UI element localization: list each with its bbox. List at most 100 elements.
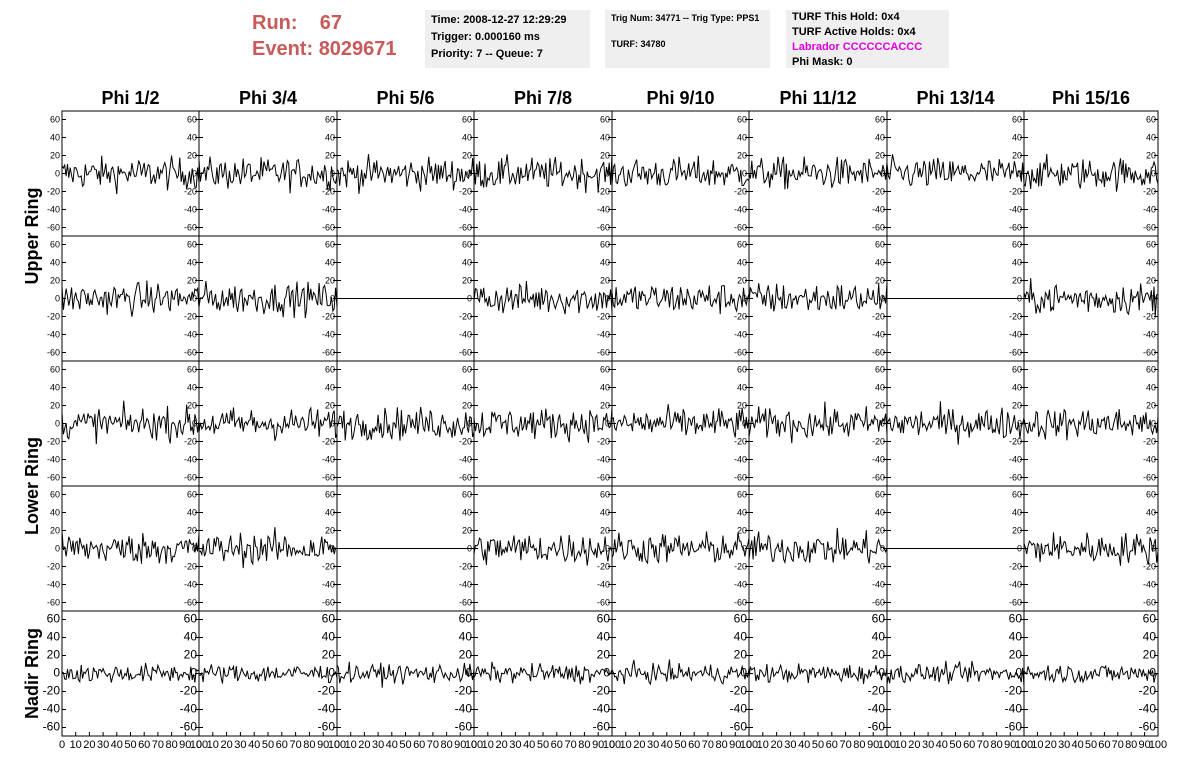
event-label: Event: — [252, 38, 314, 60]
y-tick-label: -60 — [734, 223, 747, 233]
x-tick-label: 50 — [812, 739, 824, 751]
y-tick-label: 20 — [1146, 526, 1156, 536]
y-tick-label: 40 — [875, 508, 885, 518]
x-tick-label: 20 — [220, 739, 232, 751]
x-tick-label: 60 — [826, 739, 838, 751]
x-tick-label: 40 — [386, 739, 398, 751]
y-tick-label: -40 — [872, 205, 885, 215]
x-tick-label: 80 — [578, 739, 590, 751]
y-tick-label: 40 — [187, 133, 197, 143]
y-tick-label: 40 — [597, 630, 611, 644]
y-tick-label: -20 — [1009, 437, 1022, 447]
panel-frame-r1c2 — [198, 110, 338, 237]
x-tick-label: 70 — [289, 739, 301, 751]
y-tick-label: -60 — [47, 598, 60, 608]
panel-frame-r5c2 — [198, 610, 338, 737]
y-tick-label: -60 — [184, 348, 197, 358]
y-tick-label: -60 — [43, 720, 61, 734]
y-tick-label: -20 — [47, 437, 60, 447]
y-tick-label: 20 — [50, 401, 60, 411]
y-tick-label: -60 — [184, 223, 197, 233]
y-tick-label: 20 — [47, 648, 61, 662]
y-tick-label: -20 — [597, 187, 610, 197]
y-tick-label: 20 — [187, 526, 197, 536]
y-tick-label: -20 — [322, 312, 335, 322]
panel-frame-r4c6 — [748, 485, 888, 612]
x-tick-label: 60 — [276, 739, 288, 751]
y-tick-label: -20 — [455, 684, 473, 698]
y-tick-label: 40 — [50, 133, 60, 143]
waveform-trace-r3c8 — [1023, 408, 1159, 441]
y-tick-label: 60 — [50, 490, 60, 500]
y-tick-label: -40 — [872, 330, 885, 340]
y-tick-label: -40 — [1009, 330, 1022, 340]
waveform-trace-r5c1 — [61, 662, 200, 684]
y-tick-label: 0 — [880, 544, 885, 554]
y-tick-label: -40 — [184, 455, 197, 465]
x-tick-label: 20 — [358, 739, 370, 751]
y-tick-label: -60 — [1143, 473, 1156, 483]
x-tick-label: 0 — [471, 739, 477, 751]
y-tick-label: 0 — [1151, 169, 1156, 179]
waveform-trace-r1c5 — [611, 155, 750, 187]
x-tick-label: 10 — [895, 739, 907, 751]
y-tick-label: -60 — [1139, 720, 1157, 734]
y-tick-label: -20 — [593, 684, 611, 698]
x-tick-label: 0 — [884, 739, 890, 751]
y-tick-label: 60 — [325, 115, 335, 125]
y-tick-label: 20 — [875, 276, 885, 286]
panel-frame-r2c1 — [61, 235, 200, 362]
y-tick-label: 60 — [737, 365, 747, 375]
y-tick-label: -40 — [47, 330, 60, 340]
y-tick-label: -60 — [322, 223, 335, 233]
y-tick-label: 40 — [737, 258, 747, 268]
x-tick-label: 80 — [715, 739, 727, 751]
y-tick-label: 40 — [47, 630, 61, 644]
y-tick-label: 40 — [875, 258, 885, 268]
y-tick-label: 20 — [50, 526, 60, 536]
y-tick-label: 40 — [187, 258, 197, 268]
y-tick-label: 40 — [187, 508, 197, 518]
x-tick-label: 70 — [977, 739, 989, 751]
ring-label-1: Upper Ring — [22, 188, 42, 285]
event-row: Event: 8029671 — [252, 36, 397, 62]
y-tick-label: 20 — [1012, 526, 1022, 536]
waveform-trace-r3c5 — [611, 404, 750, 438]
turf-active-holds-text: TURF Active Holds: 0x4 — [792, 26, 916, 38]
y-tick-label: 20 — [1146, 151, 1156, 161]
y-tick-label: 20 — [737, 401, 747, 411]
x-tick-label: 40 — [523, 739, 535, 751]
waveform-trace-r4c8 — [1023, 532, 1159, 566]
y-tick-label: 40 — [184, 630, 198, 644]
y-tick-label: 20 — [600, 276, 610, 286]
y-tick-label: 40 — [600, 133, 610, 143]
y-tick-label: -60 — [184, 598, 197, 608]
x-tick-label: 20 — [1045, 739, 1057, 751]
y-tick-label: -60 — [47, 223, 60, 233]
y-tick-label: 60 — [1146, 490, 1156, 500]
ring-label-2: Lower Ring — [22, 437, 42, 535]
y-tick-label: -20 — [1009, 312, 1022, 322]
x-tick-label: 90 — [317, 739, 329, 751]
y-tick-label: 0 — [742, 544, 747, 554]
y-tick-label: 40 — [875, 133, 885, 143]
y-tick-label: -60 — [47, 473, 60, 483]
waveform-trace-r3c3 — [336, 406, 475, 441]
y-tick-label: 0 — [742, 169, 747, 179]
x-tick-label: 60 — [688, 739, 700, 751]
waveform-trace-r1c1 — [61, 155, 200, 195]
x-tick-label: 60 — [551, 739, 563, 751]
y-tick-label: 60 — [1146, 365, 1156, 375]
column-header-8: Phi 15/16 — [1052, 88, 1130, 108]
y-tick-label: -60 — [730, 720, 748, 734]
y-tick-label: 20 — [462, 276, 472, 286]
y-tick-label: -40 — [597, 205, 610, 215]
y-tick-label: 40 — [50, 258, 60, 268]
y-tick-label: 40 — [50, 383, 60, 393]
y-tick-label: -20 — [1143, 187, 1156, 197]
y-tick-label: 20 — [1143, 648, 1157, 662]
column-header-1: Phi 1/2 — [101, 88, 159, 108]
y-tick-label: 60 — [875, 490, 885, 500]
y-tick-label: -20 — [872, 437, 885, 447]
y-tick-label: 20 — [462, 151, 472, 161]
